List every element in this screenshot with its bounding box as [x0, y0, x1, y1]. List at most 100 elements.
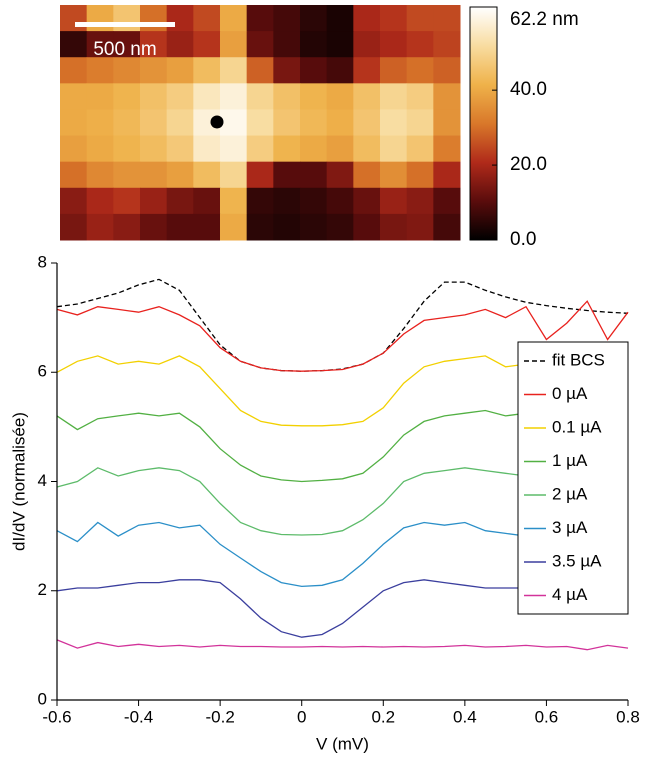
heatmap-cell [406, 5, 434, 32]
afm-image: 500 nm 62.2 nm 40.0 20.0 0.0 [60, 5, 579, 250]
heatmap-cell [353, 83, 381, 110]
heatmap-cell [86, 57, 114, 84]
heatmap-cell [220, 83, 248, 110]
heatmap-cell [300, 57, 328, 84]
heatmap-cell [193, 5, 221, 32]
heatmap-cell [246, 135, 274, 163]
heatmap-cell [166, 135, 194, 163]
heatmap-cell [406, 57, 434, 84]
heatmap-cell [60, 187, 88, 215]
heatmap-cell [140, 109, 168, 137]
heatmap-cell [113, 109, 141, 137]
x-tick-label: 0.4 [453, 707, 477, 726]
x-tick-label: 0.8 [616, 707, 640, 726]
heatmap-cell [113, 135, 141, 163]
heatmap-cell [326, 57, 354, 84]
heatmap-cell [380, 213, 408, 241]
heatmap-cell [166, 109, 194, 137]
y-tick-label: 2 [38, 580, 47, 599]
legend-label: 3.5 µA [552, 551, 602, 570]
heatmap-cell [166, 57, 194, 84]
heatmap-cell [433, 109, 461, 137]
heatmap-cell [433, 83, 461, 110]
heatmap-cell [220, 57, 248, 84]
heatmap-cell [113, 31, 141, 58]
heatmap-cell [60, 5, 88, 32]
colorbar-tick-label: 40.0 [510, 79, 547, 100]
series-line [56, 300, 629, 372]
heatmap-cell [193, 135, 221, 163]
x-tick-label: -0.6 [42, 707, 71, 726]
scale-bar [75, 22, 175, 27]
heatmap-cell [60, 83, 88, 110]
heatmap-cell [353, 109, 381, 137]
heatmap-cell [273, 31, 301, 58]
heatmap-cell [353, 57, 381, 84]
heatmap-cell [140, 31, 168, 58]
heatmap-cell [433, 187, 461, 215]
heatmap-cell [300, 5, 328, 32]
heatmap-cell [353, 161, 381, 189]
heatmap-cell [380, 109, 408, 137]
heatmap-cell [60, 213, 88, 241]
heatmap-cell [433, 213, 461, 241]
heatmap-cell [353, 187, 381, 215]
y-tick-label: 8 [38, 252, 47, 271]
heatmap-cell [113, 57, 141, 84]
heatmap-cell [220, 187, 248, 215]
heatmap-cell [86, 187, 114, 215]
heatmap-cell [380, 135, 408, 163]
heatmap-cell [326, 5, 354, 32]
legend: fit BCS 0 µA 0.1 µA 1 µA 2 µA 3 µA 3.5 µA 4 µA [517, 341, 629, 615]
legend-label: 3 µA [552, 518, 588, 537]
heatmap-cell [246, 161, 274, 189]
heatmap-cell [86, 83, 114, 110]
heatmap-cell [60, 31, 88, 58]
heatmap-cell [193, 31, 221, 58]
heatmap-cell [246, 109, 274, 137]
heatmap-cell [220, 109, 248, 137]
heatmap-cell [433, 57, 461, 84]
x-tick-label: -0.2 [205, 707, 234, 726]
heatmap-cell [86, 31, 114, 58]
heatmap-cell [140, 57, 168, 84]
heatmap-cell [246, 213, 274, 241]
heatmap-cell [113, 5, 141, 32]
x-tick-label: 0 [297, 707, 306, 726]
heatmap-cell [113, 83, 141, 110]
heatmap-cell [380, 187, 408, 215]
heatmap-cell [220, 31, 248, 58]
colorbar [469, 6, 498, 241]
heatmap-cell [60, 161, 88, 189]
heatmap-cell [273, 5, 301, 32]
legend-label: 0 µA [552, 384, 588, 403]
legend-box [517, 341, 629, 615]
heatmap-cell [406, 161, 434, 189]
heatmap-cell [166, 213, 194, 241]
heatmap-cell [86, 5, 114, 32]
heatmap-cell [113, 161, 141, 189]
heatmap-cell [140, 161, 168, 189]
heatmap-cell [166, 83, 194, 110]
heatmap-cell [86, 109, 114, 137]
tip-position-marker [210, 115, 224, 129]
heatmap-cell [353, 5, 381, 32]
heatmap-cell [273, 161, 301, 189]
heatmap-cell [193, 83, 221, 110]
heatmap-cell [273, 83, 301, 110]
heatmap-cell [220, 161, 248, 189]
heatmap-cell [86, 135, 114, 163]
heatmap-cell [140, 213, 168, 241]
heatmap-cell [60, 135, 88, 163]
heatmap-cell [353, 213, 381, 241]
heatmap-cell [406, 83, 434, 110]
heatmap-cell [246, 57, 274, 84]
heatmap-cell [326, 187, 354, 215]
heatmap-cell [326, 135, 354, 163]
heatmap-cell [166, 187, 194, 215]
legend-label: 0.1 µA [552, 417, 602, 436]
heatmap-cell [166, 5, 194, 32]
y-tick-label: 0 [38, 689, 47, 708]
heatmap-cell [166, 31, 194, 58]
